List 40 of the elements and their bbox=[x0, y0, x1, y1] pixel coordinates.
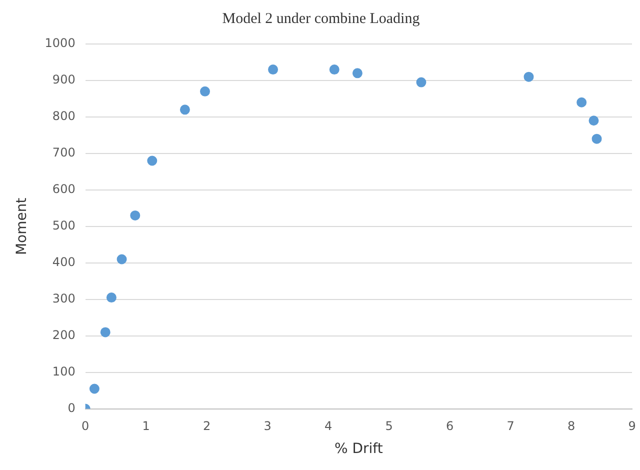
x-tick-label: 1 bbox=[142, 419, 150, 434]
point bbox=[416, 77, 426, 88]
point bbox=[89, 384, 100, 394]
point bbox=[329, 64, 340, 75]
y-tick-label: 900 bbox=[52, 72, 76, 87]
x-tick-label: 2 bbox=[203, 419, 211, 434]
x-tick-label: 4 bbox=[324, 419, 332, 434]
y-tick-label: 100 bbox=[52, 364, 76, 378]
y-tick-label: 600 bbox=[52, 182, 76, 196]
y-tick-label: 200 bbox=[52, 328, 76, 342]
y-tick-label: 700 bbox=[52, 146, 76, 160]
point bbox=[180, 104, 190, 115]
x-tick-label: 0 bbox=[82, 419, 90, 434]
y-tick-label: 800 bbox=[52, 109, 76, 124]
point bbox=[576, 97, 587, 108]
x-tick-label: 3 bbox=[264, 419, 272, 434]
point bbox=[268, 64, 278, 75]
x-tick-label: 8 bbox=[567, 419, 576, 434]
point bbox=[592, 134, 602, 144]
x-tick-label: 7 bbox=[506, 419, 514, 434]
point bbox=[352, 68, 362, 78]
point bbox=[100, 327, 110, 338]
y-axis-title: Moment bbox=[14, 197, 30, 256]
y-tick-label: 1000 bbox=[44, 36, 76, 50]
point bbox=[116, 254, 127, 264]
point bbox=[106, 292, 116, 303]
x-tick-label: 9 bbox=[628, 419, 636, 434]
y-tick-label: 400 bbox=[52, 255, 76, 270]
x-axis-title: % Drift bbox=[334, 441, 384, 458]
point bbox=[588, 116, 599, 126]
point bbox=[524, 72, 534, 82]
x-tick-label: 6 bbox=[446, 419, 454, 434]
chart-title: Model 2 under combine Loading bbox=[222, 10, 420, 27]
y-tick-label: 500 bbox=[52, 218, 76, 233]
x-tick-label: 5 bbox=[385, 419, 393, 434]
y-tick-label: 300 bbox=[52, 291, 76, 306]
point bbox=[200, 86, 210, 96]
point bbox=[147, 156, 158, 166]
point bbox=[130, 210, 140, 220]
y-tick-label: 0 bbox=[68, 400, 76, 415]
